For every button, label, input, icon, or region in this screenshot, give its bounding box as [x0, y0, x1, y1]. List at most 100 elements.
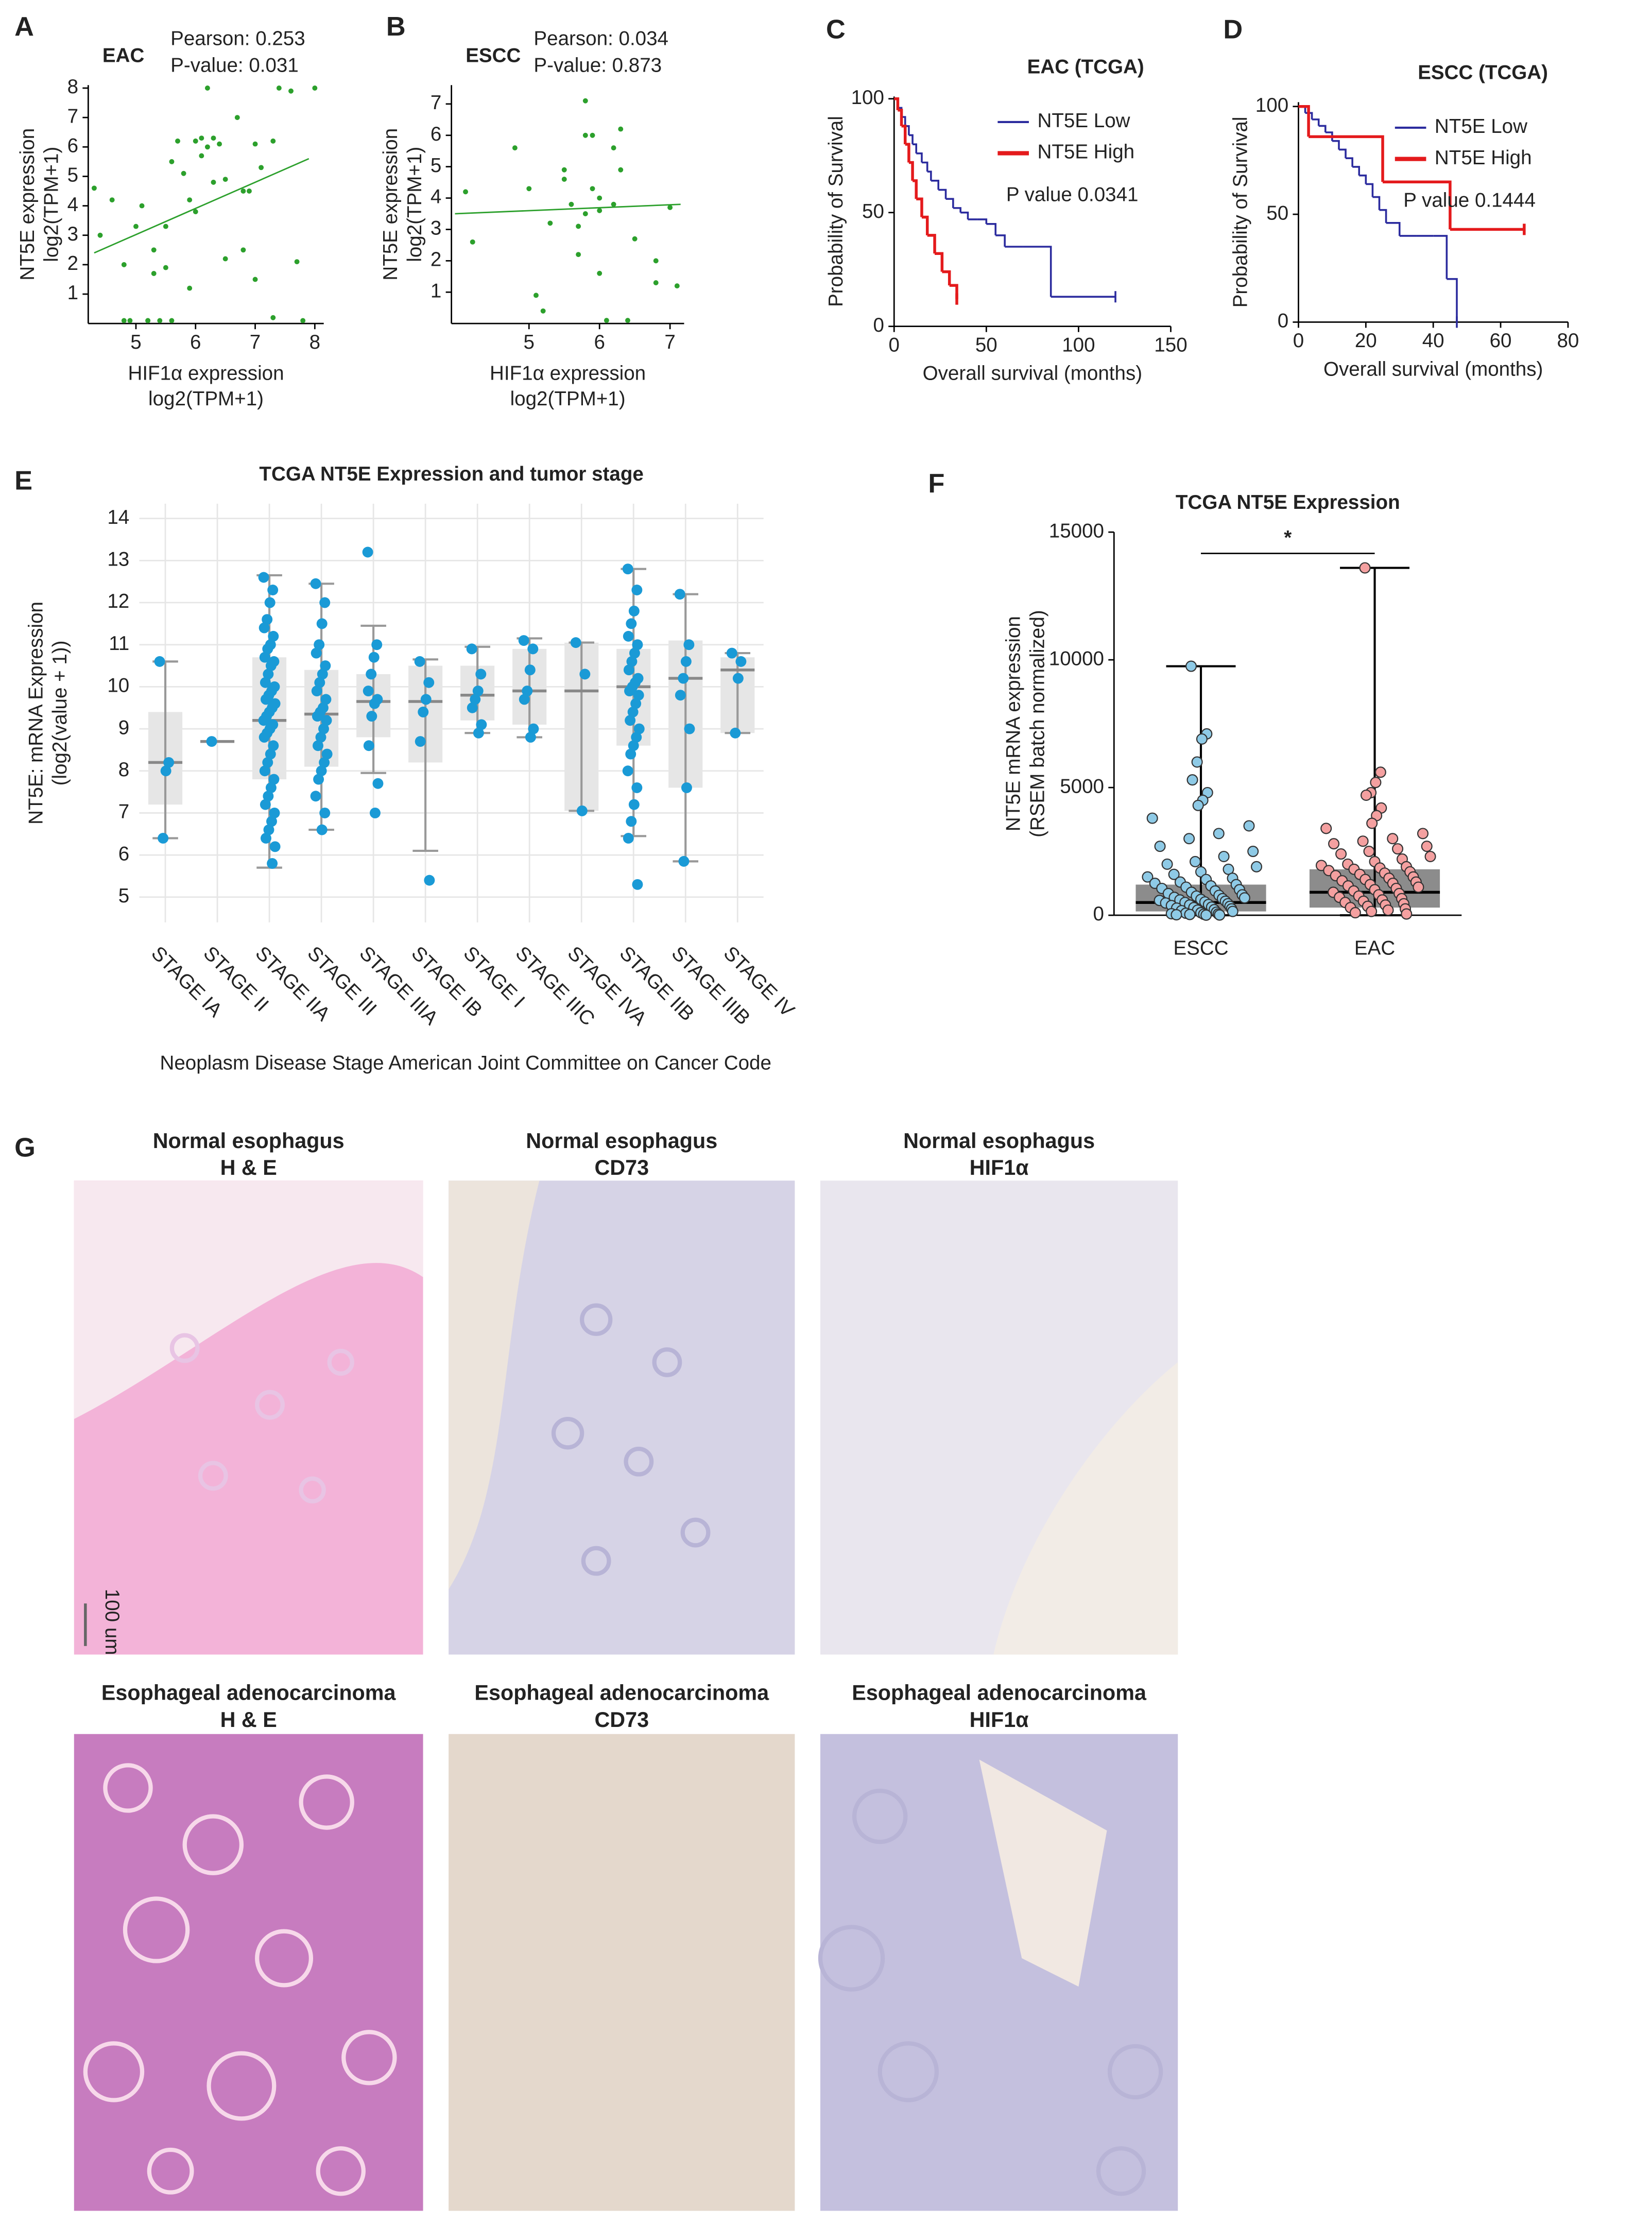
point	[684, 723, 695, 734]
point	[267, 585, 279, 595]
point	[288, 88, 294, 94]
y-tick-label: 15000	[1049, 520, 1104, 542]
point	[653, 258, 659, 264]
point	[683, 639, 695, 651]
panel-label: E	[14, 466, 32, 496]
tile-stain: H & E	[220, 1708, 277, 1732]
x-tick-label: 50	[975, 334, 997, 356]
point	[369, 807, 381, 818]
y-tick-label: 5000	[1060, 775, 1104, 797]
point	[259, 731, 270, 743]
point	[1185, 660, 1197, 672]
point	[632, 236, 638, 242]
point	[265, 782, 277, 793]
point	[414, 656, 425, 667]
point	[519, 694, 530, 705]
point	[1227, 905, 1238, 917]
tissue-image	[74, 1734, 423, 2211]
tile-title: Normal esophagus	[153, 1129, 345, 1153]
point	[1320, 823, 1332, 834]
point	[1192, 799, 1204, 811]
point	[265, 748, 276, 760]
x-axis-label: log2(TPM+1)	[148, 388, 264, 410]
point	[470, 239, 475, 245]
y-tick-label: 9	[118, 716, 129, 739]
point	[472, 686, 484, 697]
scale-bar-label: 100 um	[101, 1589, 123, 1655]
tissue-texture	[551, 1303, 1163, 2196]
survival-step	[921, 215, 929, 235]
point	[626, 816, 637, 827]
x-tick-label: 7	[250, 331, 261, 353]
y-axis-label: (log2(value + 1))	[49, 641, 71, 786]
point	[1171, 909, 1182, 921]
survival-step	[1359, 174, 1367, 184]
y-tick-label: 1	[431, 280, 441, 302]
point	[512, 145, 518, 151]
survival-step	[905, 143, 910, 163]
survival-step	[916, 197, 923, 217]
point	[1357, 835, 1369, 847]
point	[247, 189, 252, 194]
point	[217, 141, 222, 147]
point	[234, 115, 240, 121]
point	[222, 256, 228, 262]
point	[310, 578, 321, 589]
point	[199, 153, 204, 159]
tile-stain: HIF1α	[970, 1156, 1029, 1179]
point	[160, 765, 171, 777]
x-axis-label: HIF1α expression	[490, 363, 646, 385]
point	[626, 618, 637, 629]
annotation: P-value: 0.873	[534, 55, 662, 77]
point	[681, 782, 692, 793]
point	[294, 259, 300, 265]
y-tick-label: 10000	[1049, 647, 1104, 670]
point	[319, 757, 330, 768]
survival-step	[1338, 148, 1347, 159]
point	[366, 711, 377, 722]
y-tick-label: 2	[431, 249, 441, 271]
point	[653, 280, 659, 285]
point	[590, 132, 595, 138]
point	[475, 669, 487, 680]
point	[518, 635, 529, 646]
survival-step	[921, 161, 928, 172]
point	[187, 197, 193, 203]
point	[590, 186, 595, 192]
point	[163, 224, 168, 229]
y-tick-label: 14	[107, 506, 129, 528]
point	[625, 715, 636, 726]
x-tick-label: 80	[1557, 330, 1579, 352]
point	[319, 807, 331, 818]
point	[611, 201, 616, 207]
point	[423, 677, 435, 688]
point	[269, 807, 280, 818]
survival-step	[1366, 183, 1374, 197]
point	[312, 85, 318, 91]
point	[1366, 905, 1378, 917]
survival-step	[894, 97, 900, 110]
point	[313, 774, 324, 785]
point	[211, 179, 216, 185]
point	[260, 799, 271, 810]
point	[418, 706, 429, 717]
y-tick-label: 10	[107, 675, 129, 697]
point	[631, 731, 642, 743]
point	[1191, 756, 1203, 768]
survival-step	[931, 180, 939, 190]
point	[169, 159, 175, 164]
point	[193, 138, 198, 144]
point	[175, 138, 180, 144]
survival-step	[1352, 166, 1361, 176]
y-axis-label: Probability of Survival	[1229, 116, 1251, 307]
point	[264, 597, 276, 608]
chart-title: ESCC (TCGA)	[1418, 61, 1548, 83]
point	[1413, 881, 1424, 893]
point	[317, 669, 328, 680]
point	[629, 647, 640, 659]
point	[1195, 866, 1207, 878]
point	[139, 203, 145, 209]
tile-stain: CD73	[594, 1708, 649, 1732]
point	[463, 189, 468, 195]
panel-label: C	[826, 14, 846, 44]
